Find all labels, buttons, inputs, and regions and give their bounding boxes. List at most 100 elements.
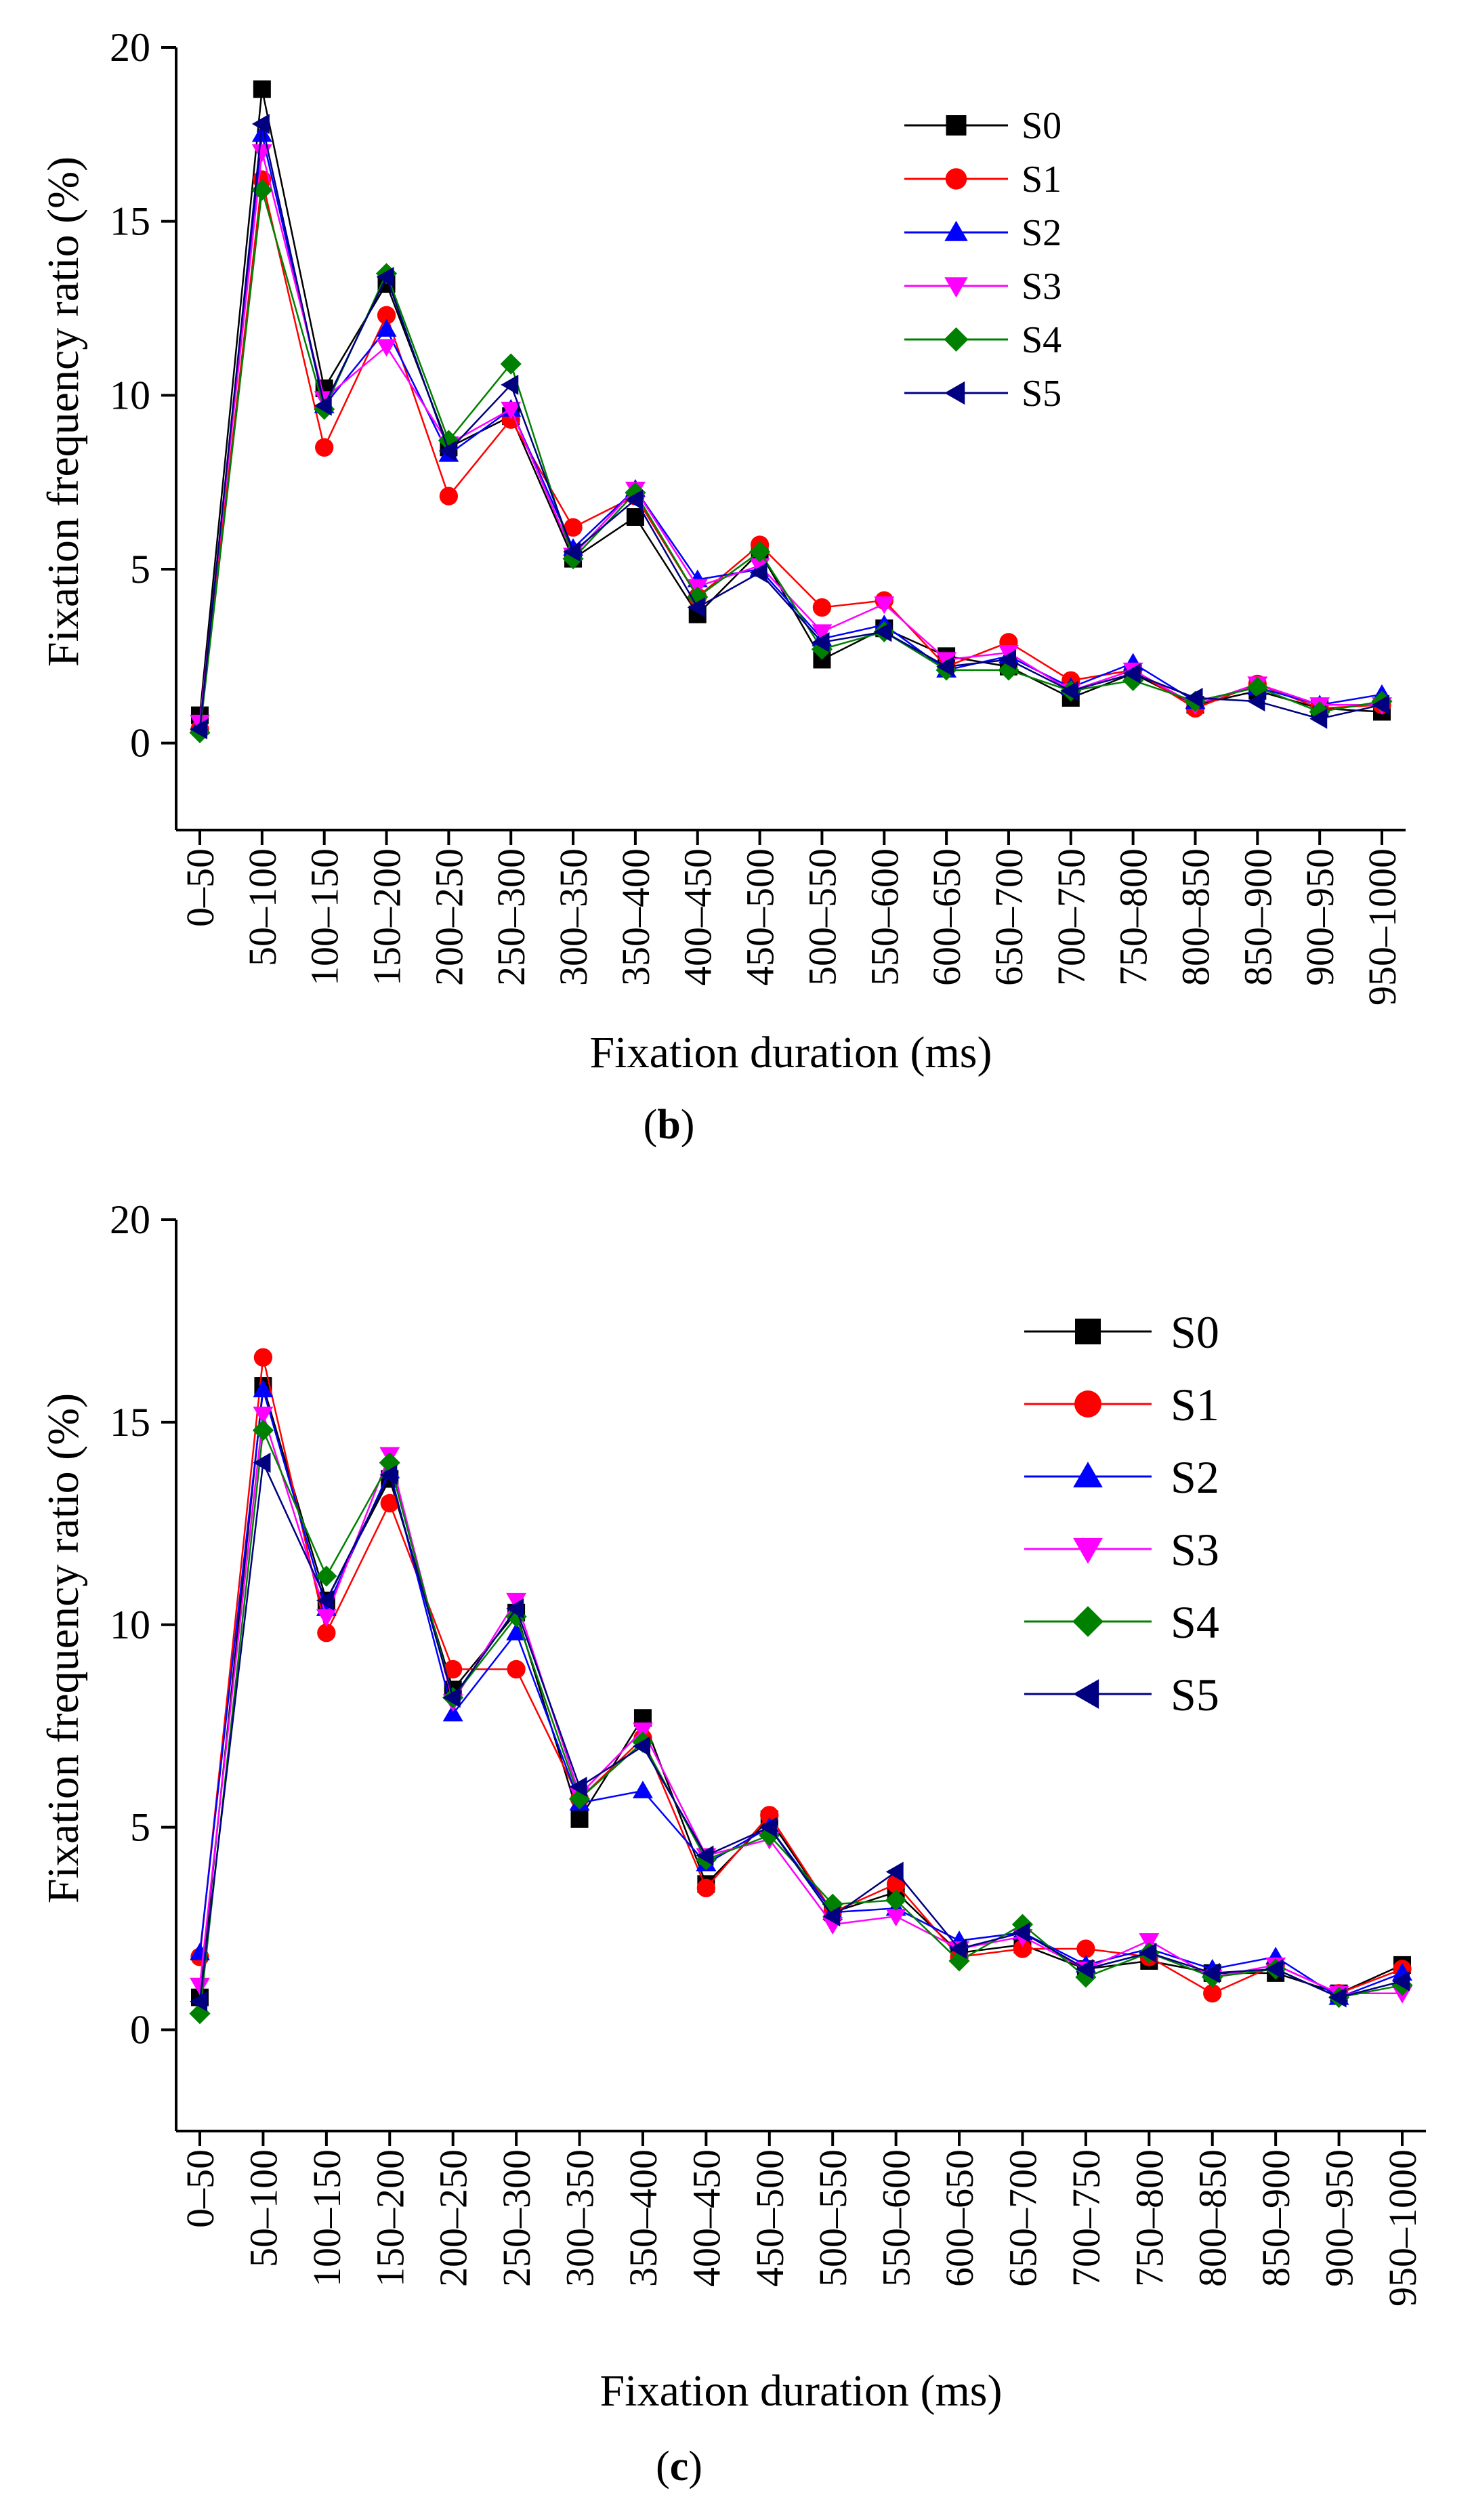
data-point xyxy=(1075,1958,1093,1979)
legend-item: S3 xyxy=(904,266,1061,308)
data-point xyxy=(253,1406,274,1424)
chart-panel-b: 0 5 10 15 20 0–50 50–100 100–150 150–200 200–250 2… xyxy=(39,25,1406,1148)
series-line xyxy=(198,1460,1403,2002)
data-point xyxy=(1139,1933,1160,1951)
data-point xyxy=(506,1592,527,1611)
y-tick-label: 0 xyxy=(130,2008,150,2052)
x-tick-label: 700–750 xyxy=(1049,848,1093,986)
y-tick-label: 5 xyxy=(130,1805,150,1850)
data-point xyxy=(317,1624,336,1643)
data-point xyxy=(1122,669,1144,691)
legend-item: S4 xyxy=(904,319,1061,361)
series-line xyxy=(198,1427,1403,2014)
data-point xyxy=(1012,1922,1030,1943)
x-tick-label: 550–600 xyxy=(862,848,906,986)
y-tick-label: 15 xyxy=(110,1400,150,1445)
legend-label: S1 xyxy=(1171,1379,1219,1430)
legend-label: S4 xyxy=(1171,1596,1219,1648)
x-tick-label: 900–950 xyxy=(1298,848,1342,986)
data-point xyxy=(376,339,397,357)
data-point xyxy=(253,1380,274,1398)
x-tick-label: 400–450 xyxy=(676,848,720,986)
data-point xyxy=(822,1906,841,1927)
x-tick-label: 150–200 xyxy=(368,2149,412,2287)
x-tick-label: 950–1000 xyxy=(1360,848,1404,1006)
legend-item: S1 xyxy=(904,159,1061,201)
data-point xyxy=(379,1464,398,1485)
data-point xyxy=(501,374,519,395)
legend-marker xyxy=(1073,1462,1103,1488)
data-point xyxy=(885,1889,907,1911)
legend-label: S2 xyxy=(1022,212,1061,254)
data-point xyxy=(687,586,709,608)
data-point xyxy=(253,1348,273,1367)
series-line xyxy=(198,179,1383,730)
x-tick-label: 300–350 xyxy=(558,2149,602,2287)
data-point xyxy=(1122,663,1141,684)
data-point xyxy=(874,621,892,642)
data-point xyxy=(936,656,954,677)
x-tick-label: 700–750 xyxy=(1064,2149,1108,2287)
data-point xyxy=(500,353,522,375)
x-tick-label: 200–250 xyxy=(427,848,471,986)
data-point xyxy=(1202,1962,1220,1983)
legend-marker xyxy=(1072,1606,1103,1637)
data-point xyxy=(190,1991,208,2012)
data-point xyxy=(376,266,394,287)
data-point xyxy=(251,113,270,134)
data-point xyxy=(1392,1970,1410,1991)
x-axis-title: Fixation duration (ms) xyxy=(600,2366,1003,2416)
legend-marker xyxy=(944,220,968,241)
series-line xyxy=(198,123,1383,730)
data-point xyxy=(696,1878,716,1897)
legend-item: S5 xyxy=(1024,1669,1219,1720)
panel-label: (c) xyxy=(656,2443,702,2490)
legend-marker xyxy=(946,115,967,136)
data-point xyxy=(687,597,705,618)
axes: 0 5 10 15 20 0–50 50–100 100–150 150–200 200–250 2… xyxy=(110,25,1406,1006)
series-s5 xyxy=(190,1452,1410,2012)
x-tick-label: 450–500 xyxy=(748,2149,792,2287)
data-point xyxy=(253,1452,271,1473)
y-tick-label: 20 xyxy=(110,25,150,70)
data-point xyxy=(749,541,771,562)
data-point xyxy=(442,1687,461,1708)
legend-item: S5 xyxy=(904,373,1061,415)
data-point xyxy=(315,438,334,457)
data-point xyxy=(439,487,459,505)
legend-label: S5 xyxy=(1022,373,1061,415)
data-point xyxy=(501,401,522,419)
data-point xyxy=(506,1622,527,1640)
data-point xyxy=(507,1659,526,1679)
x-tick-label: 250–300 xyxy=(489,848,533,986)
y-tick-label: 5 xyxy=(130,547,150,592)
data-point xyxy=(506,1598,524,1619)
y-axis-title: Fixation frequency ratio (%) xyxy=(39,1393,88,1903)
x-tick-label: 600–650 xyxy=(925,848,969,986)
data-point xyxy=(376,318,397,337)
x-tick-label: 750–800 xyxy=(1127,2149,1171,2287)
data-point xyxy=(1185,687,1203,708)
legend-item: S3 xyxy=(1024,1524,1219,1575)
x-tick-label: 50–100 xyxy=(241,2149,285,2267)
data-point xyxy=(442,1703,463,1722)
legend-marker xyxy=(1075,1319,1101,1344)
legend-item: S1 xyxy=(1024,1379,1219,1430)
legend-marker xyxy=(945,168,967,190)
data-point xyxy=(625,482,646,503)
legend-label: S2 xyxy=(1171,1451,1219,1503)
data-point xyxy=(1060,680,1078,701)
x-tick-label: 400–450 xyxy=(684,2149,728,2287)
y-tick-label: 10 xyxy=(110,1603,150,1647)
data-point xyxy=(314,395,332,416)
data-point xyxy=(568,1788,591,1810)
x-tick-label: 100–150 xyxy=(303,848,347,986)
series-line xyxy=(198,134,1383,726)
data-point xyxy=(316,1590,334,1611)
series-line xyxy=(198,151,1382,723)
data-point xyxy=(625,489,643,510)
y-tick-label: 0 xyxy=(130,721,150,766)
data-point xyxy=(1247,691,1265,712)
x-tick-label: 350–400 xyxy=(614,848,658,986)
data-point xyxy=(632,1722,653,1741)
